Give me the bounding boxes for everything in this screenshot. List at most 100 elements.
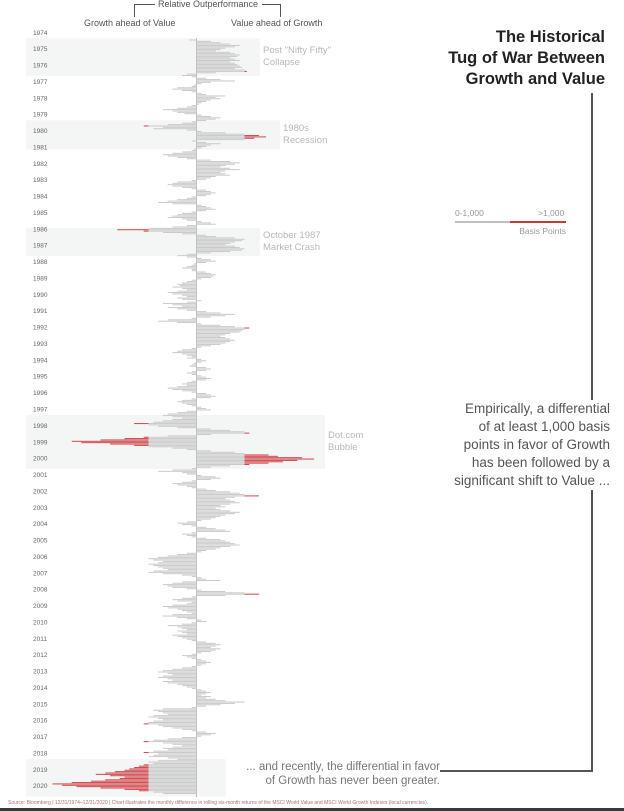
bar-2015-12 bbox=[158, 711, 197, 713]
bar-2012-10 bbox=[196, 659, 202, 661]
year-label: 1980 bbox=[33, 128, 48, 135]
bar-2002-8 bbox=[196, 492, 240, 494]
bar-1983-10 bbox=[167, 184, 197, 186]
bar-1985-11 bbox=[182, 218, 197, 220]
bar-1993-12 bbox=[177, 350, 197, 352]
bar-2001-5 bbox=[182, 472, 197, 474]
bar-1979-3 bbox=[162, 109, 197, 111]
bar-1982-1 bbox=[167, 155, 197, 157]
bar-1991-11 bbox=[196, 316, 211, 318]
year-label: 2014 bbox=[33, 685, 48, 692]
bar-2004-6 bbox=[177, 522, 197, 524]
bar-1994-8 bbox=[196, 361, 202, 363]
bar-2010-12 bbox=[186, 629, 197, 631]
bar-1987-7 bbox=[196, 245, 235, 247]
bar-1993-4 bbox=[196, 339, 235, 341]
highlight-band bbox=[26, 759, 226, 797]
bar-2012-1 bbox=[196, 646, 211, 648]
bar-2010-5 bbox=[196, 619, 202, 621]
bar-2017-7 bbox=[182, 737, 197, 739]
bar-2015-1 bbox=[196, 696, 211, 698]
bar-1978-10 bbox=[196, 102, 202, 104]
bar-2019-4 bbox=[148, 765, 197, 767]
band-annotation: Dot.com bbox=[328, 430, 363, 441]
legend-high-label: >1,000 bbox=[538, 208, 565, 218]
bar-1990-10 bbox=[182, 298, 197, 300]
year-label: 1996 bbox=[33, 390, 48, 397]
bar-1982-4 bbox=[196, 159, 211, 161]
bracket-left bbox=[134, 4, 155, 17]
bar-1988-2 bbox=[177, 255, 197, 257]
bar-1999-1 bbox=[196, 433, 211, 435]
bar-1991-8 bbox=[196, 312, 221, 314]
bar-extreme-2000-7 bbox=[244, 458, 315, 460]
bar-1999-2 bbox=[167, 435, 197, 437]
bar-2016-5 bbox=[158, 717, 197, 719]
bar-2016-1 bbox=[162, 712, 197, 714]
bar-2008-6 bbox=[186, 588, 197, 590]
bar-2007-12 bbox=[196, 580, 221, 582]
bar-2004-8 bbox=[191, 525, 197, 527]
callout-line: points in favor of Growth bbox=[463, 437, 610, 452]
bar-1989-5 bbox=[196, 275, 214, 277]
year-label: 1995 bbox=[33, 374, 48, 381]
bar-1991-2 bbox=[172, 304, 197, 306]
bar-1989-2 bbox=[196, 271, 207, 273]
bar-2017-6 bbox=[196, 735, 202, 737]
bar-2020-12 bbox=[162, 792, 197, 794]
bar-1993-3 bbox=[196, 338, 231, 340]
band-annotation: October 1987 bbox=[263, 230, 321, 241]
bar-1999-10 bbox=[148, 446, 197, 448]
bar-2005-12 bbox=[196, 547, 221, 549]
bar-2000-6 bbox=[196, 457, 245, 459]
bar-2019-11 bbox=[148, 775, 197, 777]
bar-1994-9 bbox=[194, 363, 197, 365]
title-line: Tug of War Between bbox=[448, 49, 605, 67]
bar-2007-5 bbox=[153, 570, 197, 572]
bar-2001-6 bbox=[186, 473, 197, 475]
bar-2017-10 bbox=[148, 741, 197, 743]
bar-1992-4 bbox=[196, 323, 202, 325]
bar-2000-9 bbox=[196, 461, 245, 463]
bar-1993-10 bbox=[191, 347, 197, 349]
bar-extreme-1986-7 bbox=[117, 229, 149, 231]
bar-1988-9 bbox=[191, 264, 197, 266]
bar-2015-4 bbox=[196, 700, 226, 702]
bar-1998-5 bbox=[148, 423, 197, 425]
bar-1991-6 bbox=[186, 309, 197, 311]
bar-2016-2 bbox=[167, 713, 197, 715]
callout-line: of at least 1,000 basis bbox=[478, 419, 610, 434]
bar-1998-3 bbox=[162, 420, 197, 422]
bar-2020-1 bbox=[148, 777, 197, 779]
bar-2018-8 bbox=[153, 754, 197, 756]
bar-2014-9 bbox=[196, 690, 207, 692]
bar-2011-7 bbox=[186, 638, 197, 640]
bar-2004-3 bbox=[196, 518, 211, 520]
year-label: 1994 bbox=[33, 357, 48, 364]
bar-1985-5 bbox=[196, 210, 207, 212]
bar-2000-8 bbox=[196, 459, 245, 461]
bar-1983-5 bbox=[196, 177, 211, 179]
bar-1982-3 bbox=[186, 158, 197, 160]
bar-1993-5 bbox=[196, 341, 231, 343]
year-label: 2015 bbox=[33, 701, 48, 708]
bar-2014-7 bbox=[191, 687, 197, 689]
bar-extreme-1980-3 bbox=[143, 125, 149, 127]
bar-2017-12 bbox=[172, 743, 197, 745]
bar-2016-9 bbox=[148, 723, 197, 725]
bar-2003-1 bbox=[196, 499, 231, 501]
bar-1989-4 bbox=[196, 274, 216, 276]
bar-2013-6 bbox=[162, 670, 197, 672]
bar-1997-3 bbox=[186, 403, 197, 405]
bar-2020-11 bbox=[153, 791, 197, 793]
bar-1994-11 bbox=[189, 365, 197, 367]
bar-1975-10 bbox=[196, 53, 235, 55]
bar-1983-1 bbox=[196, 171, 221, 173]
bar-1995-10 bbox=[191, 380, 197, 382]
bar-1978-11 bbox=[196, 103, 199, 105]
year-label: 2008 bbox=[33, 587, 48, 594]
year-label: 2000 bbox=[33, 456, 48, 463]
bar-2009-10 bbox=[182, 610, 197, 612]
bar-1997-11 bbox=[162, 414, 197, 416]
bar-1992-6 bbox=[196, 326, 235, 328]
